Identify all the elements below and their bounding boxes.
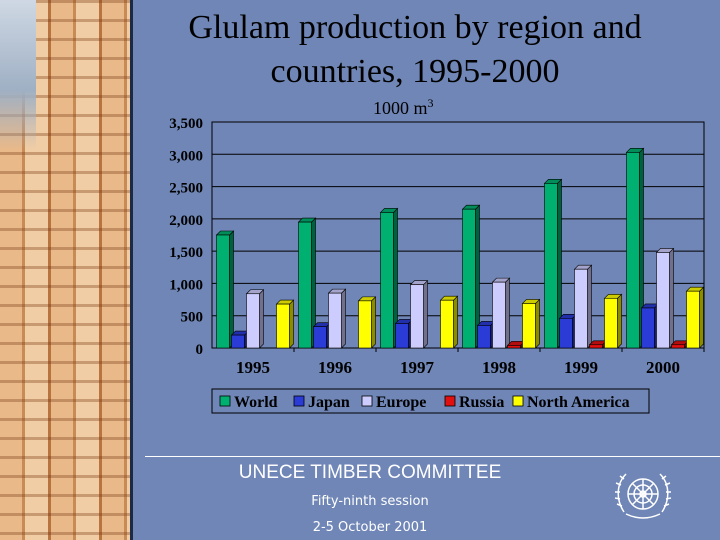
legend-swatch — [512, 395, 524, 407]
y-tick-label: 2,500 — [169, 181, 203, 197]
bar-north-america-2000 — [685, 286, 705, 349]
plot-area — [211, 121, 705, 349]
bars — [215, 147, 705, 349]
y-tick-label: 3,000 — [169, 148, 203, 164]
legend-label: Europe — [376, 394, 426, 411]
lumber-photo — [0, 0, 130, 540]
y-tick-label: 0 — [196, 342, 204, 358]
bar-europe-2000 — [655, 247, 675, 349]
bar-north-america-1995 — [275, 299, 295, 349]
x-tick-label: 1998 — [482, 358, 516, 377]
legend-swatch — [293, 395, 305, 407]
legend-label: World — [234, 394, 278, 411]
bar-north-america-1998 — [521, 298, 541, 349]
bar-world-1998 — [461, 204, 481, 349]
bar-europe-1999 — [573, 264, 593, 349]
legend-label: Japan — [308, 394, 350, 411]
glulam-chart: 0 500 1,000 1,500 2,000 2,500 3,000 3,500 1995 19… — [169, 96, 705, 414]
bar-world-1997 — [379, 207, 399, 349]
bar-europe-1998 — [491, 277, 511, 349]
legend-swatch — [361, 395, 373, 407]
legend-item-north-america: North America — [512, 394, 630, 411]
bar-japan-1996 — [312, 321, 332, 349]
bar-japan-1998 — [476, 320, 496, 349]
bar-world-1995 — [215, 230, 235, 349]
session-dates: 2-5 October 2001 — [312, 520, 428, 535]
bar-russia-2000 — [670, 340, 690, 349]
committee-name: UNECE TIMBER COMMITTEE — [238, 462, 502, 483]
legend: World Japan Europe Russia North America — [211, 388, 650, 414]
bar-north-america-1996 — [357, 296, 377, 349]
bar-world-1999 — [543, 178, 563, 349]
legend-box — [211, 388, 650, 414]
unit-label-superscript: 3 — [428, 96, 434, 110]
y-tick-label: 500 — [181, 310, 204, 326]
bar-europe-1996 — [327, 288, 347, 349]
photo-border — [130, 0, 133, 540]
legend-label: North America — [527, 394, 630, 411]
legend-item-russia: Russia — [444, 394, 504, 411]
x-tick-label: 1995 — [236, 358, 270, 377]
footer-divider — [145, 456, 720, 457]
bar-world-2000 — [625, 147, 645, 349]
title-line-1: Glulam production by region and — [188, 9, 642, 46]
session-label: Fifty-ninth session — [311, 494, 429, 509]
unit-label-text: 1000 m — [373, 98, 428, 118]
un-emblem-icon — [614, 473, 672, 519]
legend-item-world: World — [219, 394, 278, 411]
y-tick-label: 1,000 — [169, 277, 203, 293]
bar-japan-1995 — [230, 330, 250, 349]
x-tick-label: 2000 — [646, 358, 680, 377]
bar-japan-1999 — [558, 313, 578, 349]
y-tick-label: 1,500 — [169, 245, 203, 261]
bar-russia-1999 — [588, 340, 608, 349]
x-tick-label: 1999 — [564, 358, 598, 377]
axes: 0 500 1,000 1,500 2,000 2,500 3,000 3,500 1995 19… — [169, 116, 705, 377]
x-tick-label: 1996 — [318, 358, 352, 377]
bar-japan-1997 — [394, 318, 414, 349]
gridlines — [212, 121, 704, 317]
x-tick-label: 1997 — [400, 358, 435, 377]
y-tick-label: 3,500 — [169, 116, 203, 132]
unit-label: 1000 m3 — [373, 96, 434, 118]
bar-europe-1995 — [245, 289, 265, 349]
y-tick-label: 2,000 — [169, 213, 203, 229]
legend-swatch — [219, 395, 231, 407]
legend-item-japan: Japan — [293, 394, 350, 411]
title-line-2: countries, 1995-2000 — [270, 53, 560, 90]
legend-label: Russia — [459, 394, 504, 411]
bar-north-america-1997 — [439, 295, 459, 349]
bar-north-america-1999 — [603, 293, 623, 349]
slide-title: Glulam production by region and countrie… — [150, 6, 680, 94]
bar-europe-1997 — [409, 279, 429, 349]
legend-item-europe: Europe — [361, 394, 426, 411]
bar-world-1996 — [297, 217, 317, 349]
legend-swatch — [444, 395, 456, 407]
bar-japan-2000 — [640, 303, 660, 349]
